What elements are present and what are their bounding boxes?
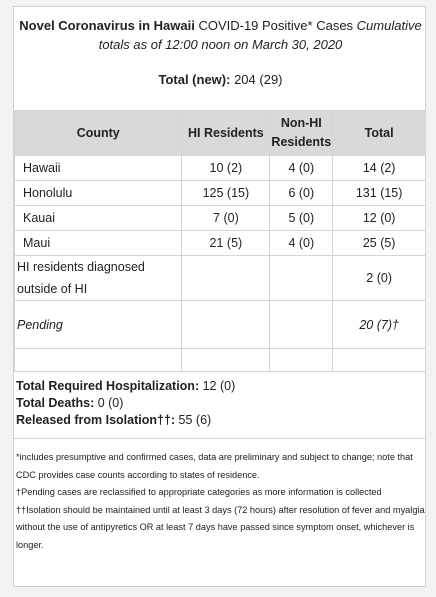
table-row: Honolulu 125 (15) 6 (0) 131 (15) bbox=[13, 180, 426, 206]
deaths-value: 0 (0) bbox=[94, 396, 124, 410]
covid-summary-panel: Novel Coronavirus in Hawaii COVID-19 Pos… bbox=[13, 6, 426, 587]
empty-cell bbox=[269, 255, 334, 301]
report-title: Novel Coronavirus in Hawaii COVID-19 Pos… bbox=[14, 16, 427, 54]
table-row-outside-hi: HI residents diagnosed outside of HI 2 (… bbox=[13, 255, 426, 301]
total-cases: Total (new): 204 (29) bbox=[14, 71, 427, 89]
total-cell: 25 (5) bbox=[332, 230, 426, 256]
table-row: Kauai 7 (0) 5 (0) 12 (0) bbox=[13, 205, 426, 231]
total-cell: 12 (0) bbox=[332, 205, 426, 231]
county-table: County HI Residents Non-HI Residents Tot… bbox=[13, 110, 426, 372]
empty-cell bbox=[181, 348, 271, 372]
footnote-isolation: ††Isolation should be maintained until a… bbox=[16, 504, 425, 550]
summary-stats: Total Required Hospitalization: 12 (0) T… bbox=[16, 378, 235, 429]
table-row: Hawaii 10 (2) 4 (0) 14 (2) bbox=[13, 155, 426, 181]
pending-total: 20 (7)† bbox=[332, 300, 426, 349]
total-value: 204 (29) bbox=[230, 72, 283, 87]
footnote-presumptive: *includes presumptive and confirmed case… bbox=[16, 452, 413, 480]
table-row: Maui 21 (5) 4 (0) 25 (5) bbox=[13, 230, 426, 256]
empty-cell bbox=[332, 348, 426, 372]
total-cell: 131 (15) bbox=[332, 180, 426, 206]
hi-cell: 21 (5) bbox=[181, 230, 271, 256]
header-non-hi-residents: Non-HI Residents bbox=[269, 110, 334, 156]
nonhi-cell: 4 (0) bbox=[269, 230, 334, 256]
hi-cell: 10 (2) bbox=[181, 155, 271, 181]
outside-hi-total: 2 (0) bbox=[332, 255, 426, 301]
total-label: Total (new): bbox=[158, 72, 231, 87]
title-normal: COVID-19 Positive* Cases bbox=[194, 18, 357, 33]
released-value: 55 (6) bbox=[175, 413, 212, 427]
empty-cell bbox=[181, 255, 271, 301]
header-total: Total bbox=[332, 110, 426, 156]
table-row-blank bbox=[13, 348, 426, 372]
hi-cell: 125 (15) bbox=[181, 180, 271, 206]
empty-cell bbox=[269, 348, 334, 372]
table-header-row: County HI Residents Non-HI Residents Tot… bbox=[13, 110, 426, 156]
deaths-label: Total Deaths: bbox=[16, 396, 95, 410]
header-county: County bbox=[13, 110, 183, 156]
hospitalization-value: 12 (0) bbox=[199, 379, 236, 393]
header-hi-residents: HI Residents bbox=[181, 110, 271, 156]
county-cell: Maui bbox=[13, 230, 183, 256]
nonhi-cell: 5 (0) bbox=[269, 205, 334, 231]
county-cell: Honolulu bbox=[13, 180, 183, 206]
footnote-pending: †Pending cases are reclassified to appro… bbox=[16, 487, 382, 497]
hi-cell: 7 (0) bbox=[181, 205, 271, 231]
title-italic: Cumulative totals as of 12:00 noon on Ma… bbox=[98, 18, 422, 52]
table-row-pending: Pending 20 (7)† bbox=[13, 300, 426, 349]
divider bbox=[14, 438, 426, 439]
pending-label: Pending bbox=[13, 300, 183, 349]
empty-cell bbox=[269, 300, 334, 349]
released-label: Released from Isolation††: bbox=[16, 413, 176, 427]
county-cell: Kauai bbox=[13, 205, 183, 231]
empty-cell bbox=[13, 348, 183, 372]
empty-cell bbox=[181, 300, 271, 349]
county-cell: Hawaii bbox=[13, 155, 183, 181]
footnotes: *includes presumptive and confirmed case… bbox=[16, 449, 426, 554]
nonhi-cell: 4 (0) bbox=[269, 155, 334, 181]
released-line: Released from Isolation††: 55 (6) bbox=[16, 412, 235, 429]
total-cell: 14 (2) bbox=[332, 155, 426, 181]
deaths-line: Total Deaths: 0 (0) bbox=[16, 395, 235, 412]
hospitalization-label: Total Required Hospitalization: bbox=[16, 379, 200, 393]
hospitalization-line: Total Required Hospitalization: 12 (0) bbox=[16, 378, 235, 395]
title-bold: Novel Coronavirus in Hawaii bbox=[19, 18, 195, 33]
outside-hi-label: HI residents diagnosed outside of HI bbox=[13, 255, 183, 301]
nonhi-cell: 6 (0) bbox=[269, 180, 334, 206]
